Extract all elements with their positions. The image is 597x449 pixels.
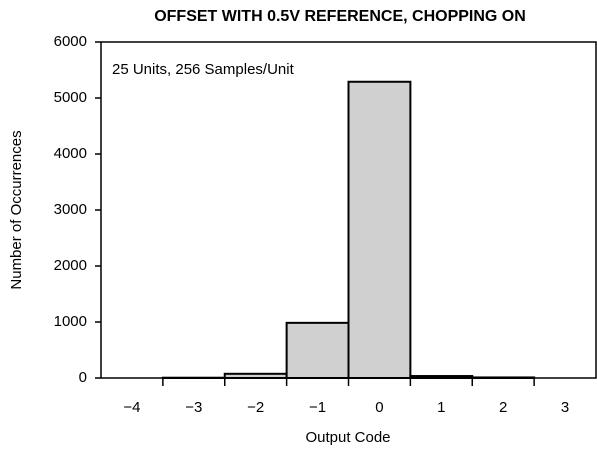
x-tick-label: 1 (437, 399, 445, 416)
y-tick-label: 0 (79, 369, 87, 386)
plot-frame (100, 41, 597, 379)
y-axis-label: Number of Occurrences (8, 130, 25, 289)
x-tick-label: −2 (247, 399, 264, 416)
y-tick-label: 4000 (54, 145, 87, 162)
x-tick-label: 2 (499, 399, 507, 416)
x-tick-label: −4 (123, 399, 140, 416)
y-tick-label: 6000 (54, 33, 87, 50)
y-tick-label: 2000 (54, 257, 87, 274)
x-tick-label: −3 (185, 399, 202, 416)
x-tick-label: −1 (309, 399, 326, 416)
y-tick-label: 3000 (54, 201, 87, 218)
x-tick-label: 0 (375, 399, 383, 416)
y-tick-label: 5000 (54, 89, 87, 106)
y-tick-label: 1000 (54, 313, 87, 330)
annotation: 25 Units, 256 Samples/Unit (112, 61, 295, 78)
bar (285, 321, 350, 379)
bar (347, 80, 412, 379)
chart-title: OFFSET WITH 0.5V REFERENCE, CHOPPING ON (154, 8, 526, 25)
x-axis-label: Output Code (305, 429, 390, 446)
x-tick-label: 3 (561, 399, 569, 416)
